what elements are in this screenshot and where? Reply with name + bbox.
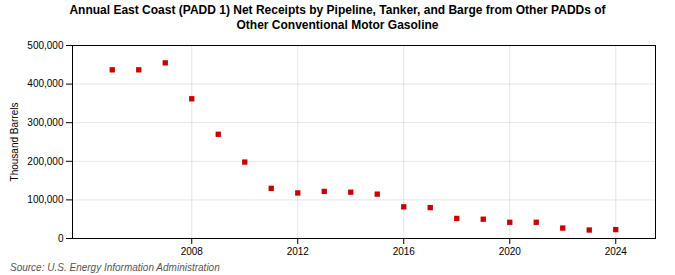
svg-text:Thousand Barrels: Thousand Barrels [9,103,20,182]
svg-text:200,000: 200,000 [27,156,64,167]
svg-text:2020: 2020 [499,246,522,257]
svg-text:2024: 2024 [605,246,628,257]
svg-text:500,000: 500,000 [27,40,64,51]
svg-text:300,000: 300,000 [27,117,64,128]
svg-text:2012: 2012 [287,246,310,257]
svg-text:2016: 2016 [393,246,416,257]
svg-text:100,000: 100,000 [27,194,64,205]
svg-text:0: 0 [58,233,64,244]
svg-text:2008: 2008 [181,246,204,257]
html-text:Source: U.S. Energy Informatio: Source: U.S. Energy Information Administ… [10,262,220,273]
html-text:Annual East Coast (PADD 1) Net: Annual East Coast (PADD 1) Net Receipts … [69,3,606,32]
svg-text:400,000: 400,000 [27,78,64,89]
